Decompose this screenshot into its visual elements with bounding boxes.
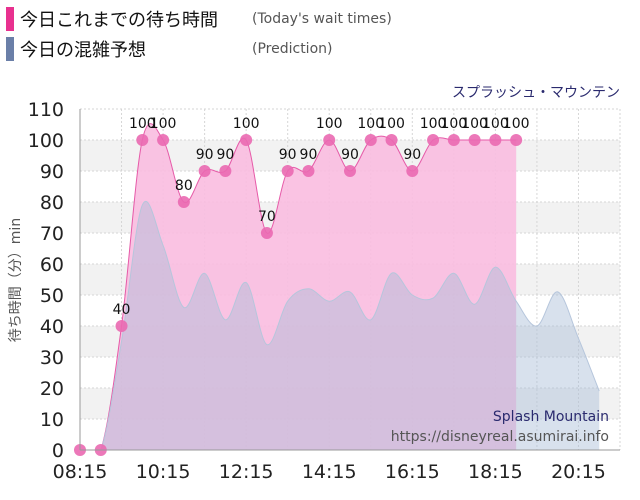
watermark-url: https://disneyreal.asumirai.info [391,429,609,445]
y-tick-label: 50 [40,285,64,307]
y-tick-label: 80 [40,192,64,214]
legend-label-actual-en: (Today's wait times) [252,11,392,27]
y-tick-label: 90 [40,161,64,183]
data-label: 100 [440,116,467,132]
actual-point [136,134,149,146]
actual-point [260,227,273,239]
attraction-name: スプラッシュ・マウンテン [452,85,620,101]
actual-point [157,134,170,146]
actual-point [198,165,211,177]
y-tick-label: 110 [28,99,64,121]
x-tick-label: 20:15 [551,461,606,483]
actual-point [406,165,419,177]
watermark-name: Splash Mountain [493,409,609,425]
data-label: 40 [113,302,131,318]
data-label: 100 [378,116,405,132]
actual-point [447,134,460,146]
data-label: 90 [216,147,234,163]
y-tick-label: 10 [40,409,64,431]
y-tick-label: 40 [40,316,64,338]
legend-swatch-actual [6,7,14,31]
data-label: 90 [403,147,421,163]
data-label: 90 [196,147,214,163]
x-tick-label: 16:15 [385,461,440,483]
prediction-area [80,201,600,450]
data-label: 100 [150,116,177,132]
legend-label-actual: 今日これまでの待ち時間 [20,10,218,31]
legend-item-prediction: 今日の混雑予想 (Prediction) [6,36,332,62]
data-label: 90 [279,147,297,163]
data-label: 100 [461,116,488,132]
actual-point [219,165,232,177]
legend-item-actual: 今日これまでの待ち時間 (Today's wait times) [6,6,392,32]
x-tick-label: 14:15 [302,461,357,483]
y-tick-label: 0 [52,440,64,462]
y-tick-label: 30 [40,347,64,369]
prediction-line [80,201,600,450]
y-tick-label: 100 [28,130,64,152]
x-tick-label: 10:15 [136,461,191,483]
data-label: 90 [341,147,359,163]
x-tick-label: 12:15 [219,461,274,483]
data-label: 80 [175,178,193,194]
actual-point [489,134,502,146]
data-label: 90 [300,147,318,163]
data-label: 100 [233,116,260,132]
actual-point [344,165,356,177]
actual-point [385,134,398,146]
actual-point [302,165,315,177]
legend-swatch-prediction [6,37,14,61]
data-label: 100 [129,116,156,132]
y-tick-label: 60 [40,254,64,276]
actual-point [115,320,128,332]
actual-point [323,134,336,146]
legend-label-prediction-en: (Prediction) [252,41,333,57]
actual-point [177,196,190,208]
x-tick-label: 18:15 [468,461,523,483]
data-label: 100 [482,116,509,132]
actual-point [510,134,523,146]
y-axis-label: 待ち時間（分）min [8,218,24,342]
actual-point [240,134,253,146]
actual-point [468,134,481,146]
data-label: 70 [258,209,276,225]
actual-point [364,134,377,146]
actual-area [80,123,517,450]
data-label: 100 [420,116,447,132]
actual-point [427,134,440,146]
y-tick-label: 70 [40,223,64,245]
y-tick-label: 20 [40,378,64,400]
data-label: 100 [357,116,384,132]
data-label: 100 [503,116,530,132]
legend-label-prediction: 今日の混雑予想 [20,40,146,61]
data-label: 100 [316,116,343,132]
x-tick-label: 08:15 [53,461,108,483]
actual-point [281,165,294,177]
